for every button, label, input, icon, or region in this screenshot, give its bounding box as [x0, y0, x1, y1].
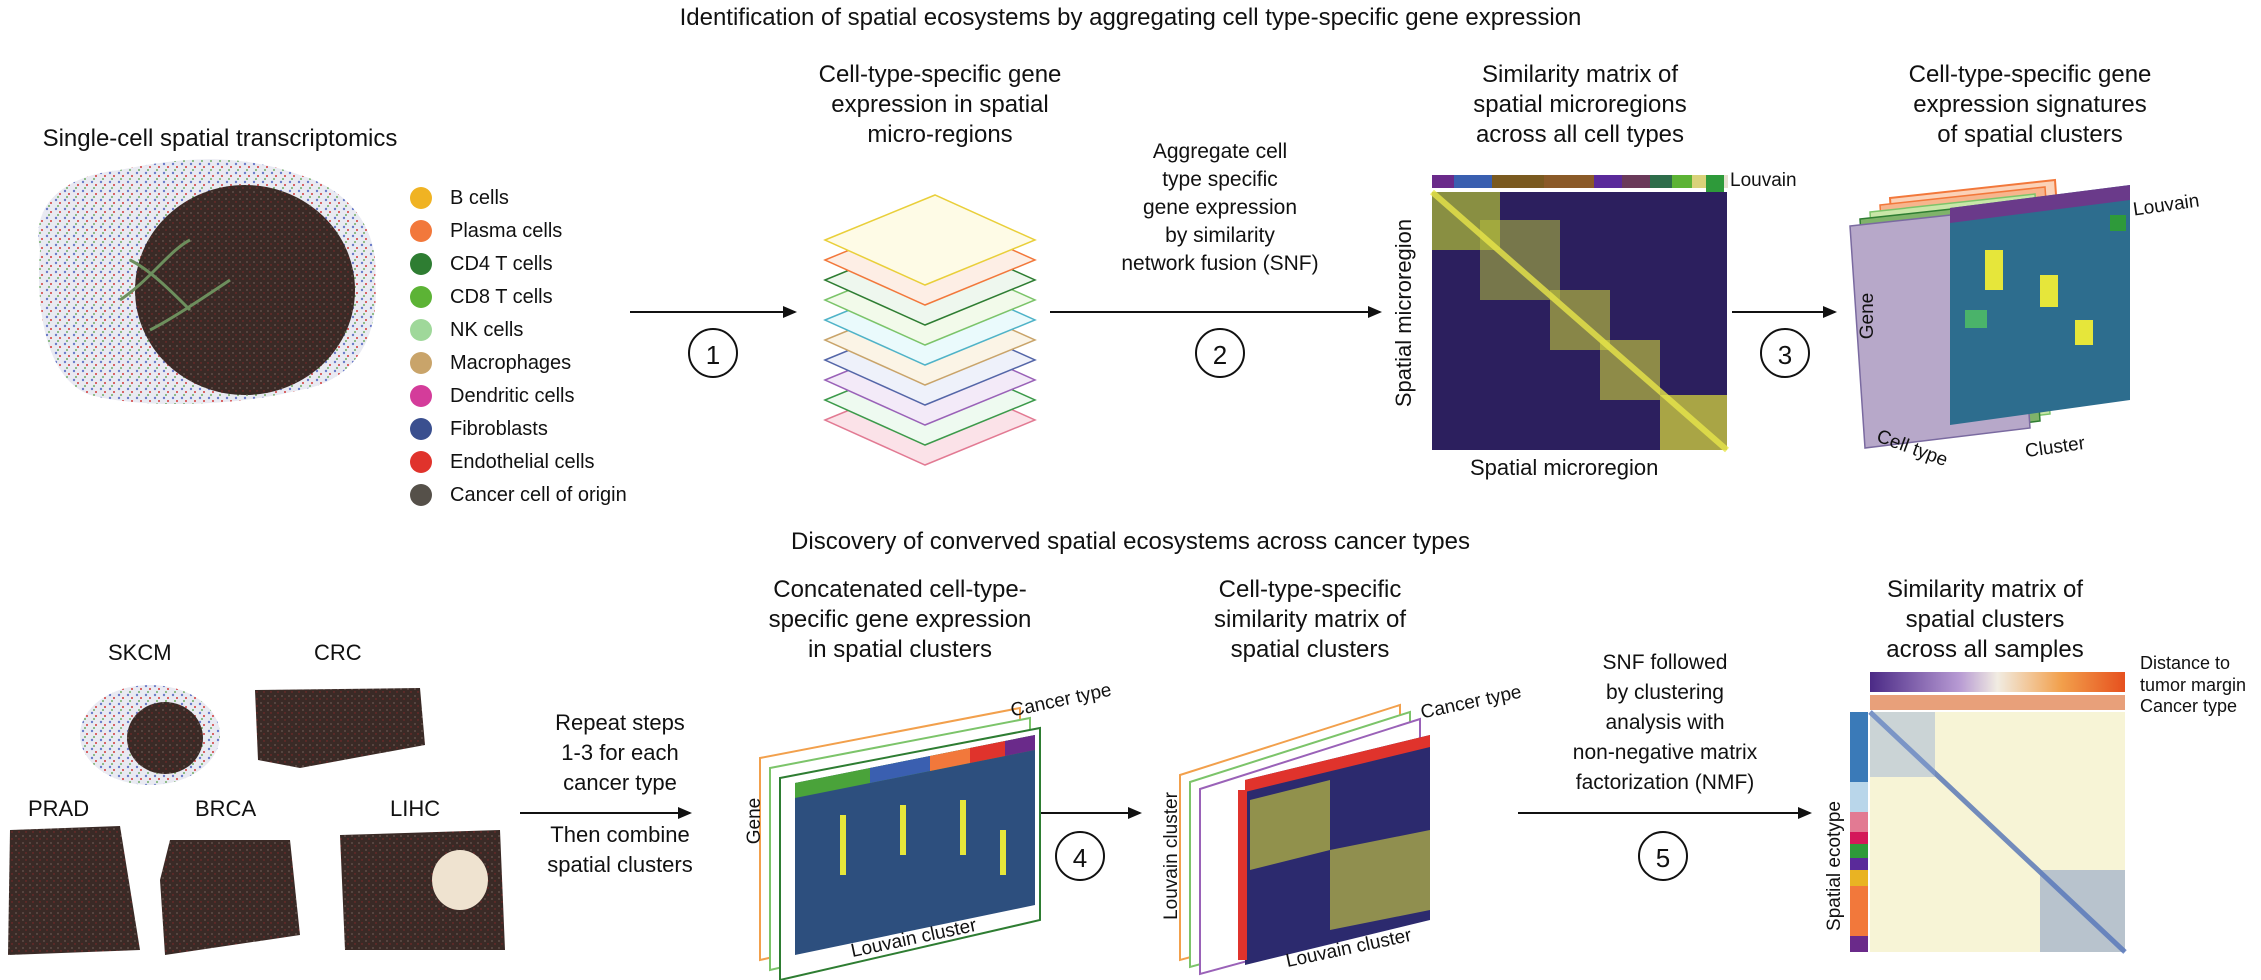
step2-description: Aggregate cell type specific gene expres…: [1121, 140, 1319, 275]
step-3-badge: 3: [1760, 328, 1810, 378]
tissue-image-top: [38, 159, 376, 405]
similarity-matrix-top: [1430, 175, 1729, 453]
gene-label-bottom: Gene: [744, 797, 766, 845]
y-axis-label: Spatial microregion: [1391, 218, 1417, 408]
gene-label-top: Gene: [1857, 292, 1879, 340]
step-1-badge: 1: [688, 328, 738, 378]
fibroblasts-icon: [410, 418, 432, 440]
repeat-steps-text: Repeat steps 1-3 for each cancer type: [555, 710, 685, 795]
plasma-cells-icon: [410, 220, 432, 242]
step-4-badge: 4: [1055, 831, 1105, 881]
cell-type-similarity-stack: [1179, 703, 1430, 976]
layer-stack: [823, 194, 1037, 466]
endothelial-cells-icon: [410, 451, 432, 473]
cd4-t-cells-icon: [410, 253, 432, 275]
step-2-badge: 2: [1195, 328, 1245, 378]
signature-stack: [1849, 178, 2130, 449]
louvain-label-top: Louvain: [1730, 170, 1797, 191]
bottom-panel2-title: Concatenated cell-type- specific gene ex…: [768, 576, 1032, 663]
panel4-title: Cell-type-specific gene expression signa…: [1908, 61, 2152, 148]
macrophages-icon: [410, 352, 432, 374]
cancer-lihc: LIHC: [390, 796, 441, 821]
cancer-cell-icon: [410, 484, 432, 506]
step5-description: SNF followed by clustering analysis with…: [1572, 651, 1758, 794]
panel2-title: Cell-type-specific gene expression in sp…: [818, 61, 1062, 148]
cancer-tissue-images: [8, 685, 505, 955]
cancer-type-label-3: Cancer type: [2140, 696, 2238, 716]
b-cells-icon: [410, 187, 432, 209]
louvain-cluster-vertical: Louvain cluster: [1160, 792, 1182, 920]
bottom-panel4-title: Similarity matrix of spatial clusters ac…: [1886, 576, 2084, 663]
bottom-title: Discovery of converved spatial ecosystem…: [791, 528, 1470, 555]
combine-text: Then combine spatial clusters: [547, 822, 693, 877]
stx-title: Single-cell spatial transcriptomics: [42, 125, 398, 152]
x-axis-label: Spatial microregion: [1470, 455, 1659, 480]
step-5-badge: 5: [1638, 831, 1688, 881]
bottom-panel3-title: Cell-type-specific similarity matrix of …: [1213, 576, 1406, 663]
cancer-brca: BRCA: [195, 796, 257, 821]
panel3-title: Similarity matrix of spatial microregion…: [1473, 61, 1687, 148]
nk-cells-icon: [410, 319, 432, 341]
final-similarity-matrix: [1850, 672, 2127, 954]
distance-label: Distance to tumor margin: [2140, 653, 2247, 695]
dendritic-cells-icon: [410, 385, 432, 407]
cancer-skcm: SKCM: [108, 640, 172, 665]
cancer-prad: PRAD: [28, 796, 90, 821]
cd8-t-cells-icon: [410, 286, 432, 308]
spatial-ecotype-label: Spatial ecotype: [1823, 801, 1845, 931]
concatenated-stack: [759, 706, 1041, 980]
top-title: Identification of spatial ecosystems by …: [679, 4, 1582, 31]
cancer-crc: CRC: [314, 640, 362, 665]
